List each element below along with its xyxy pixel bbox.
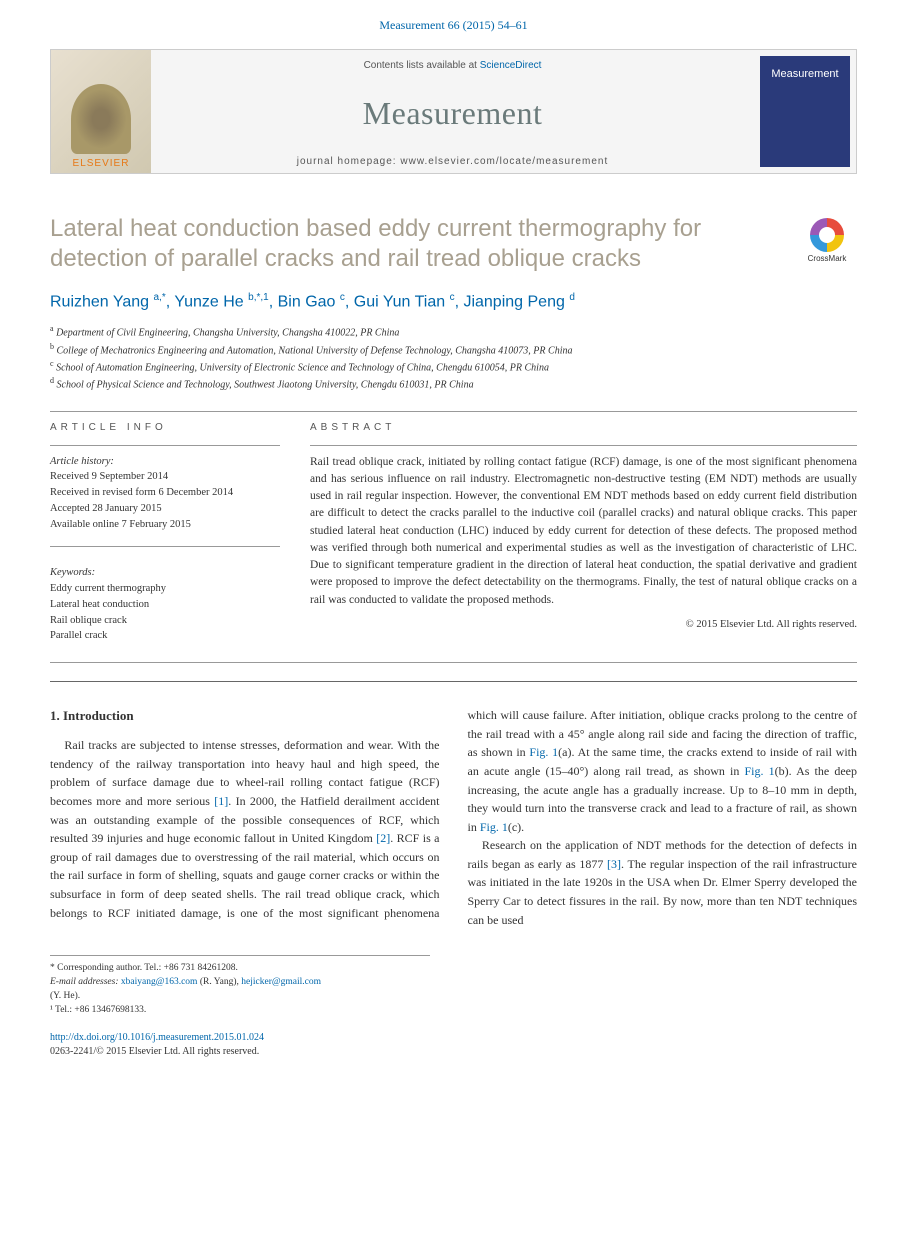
history-line: Received in revised form 6 December 2014 [50, 485, 280, 501]
journal-banner: ELSEVIER Contents lists available at Sci… [50, 49, 857, 174]
authors-line: Ruizhen Yang a,*, Yunze He b,*,1, Bin Ga… [50, 292, 857, 311]
abstract-text: Rail tread oblique crack, initiated by r… [310, 454, 857, 609]
email-who: (Y. He). [50, 990, 430, 1004]
email-link[interactable]: xbaiyang@163.com [121, 977, 198, 987]
journal-name: Measurement [363, 95, 543, 132]
ref-link[interactable]: [3] [607, 857, 621, 871]
affiliation-line: b College of Mechatronics Engineering an… [50, 341, 857, 358]
body-paragraph: Research on the application of NDT metho… [468, 836, 858, 929]
abstract-copyright: © 2015 Elsevier Ltd. All rights reserved… [310, 619, 857, 630]
article-history: Article history: Received 9 September 20… [50, 454, 280, 533]
affiliations: a Department of Civil Engineering, Chang… [50, 323, 857, 392]
banner-center: Contents lists available at ScienceDirec… [151, 50, 754, 173]
divider [50, 546, 280, 547]
divider [50, 662, 857, 663]
affiliation-line: d School of Physical Science and Technol… [50, 375, 857, 392]
history-line: Received 9 September 2014 [50, 469, 280, 485]
email-link[interactable]: hejicker@gmail.com [241, 977, 321, 987]
history-line: Available online 7 February 2015 [50, 517, 280, 533]
corresponding-note: * Corresponding author. Tel.: +86 731 84… [50, 962, 430, 976]
bottom-meta: http://dx.doi.org/10.1016/j.measurement.… [50, 1031, 857, 1059]
keywords-block: Keywords: Eddy current thermographyLater… [50, 565, 280, 644]
sciencedirect-link[interactable]: ScienceDirect [480, 60, 542, 71]
affiliation-line: c School of Automation Engineering, Univ… [50, 358, 857, 375]
affiliation-line: a Department of Civil Engineering, Chang… [50, 323, 857, 340]
article-body: 1. Introduction Rail tracks are subjecte… [50, 706, 857, 929]
email-line: E-mail addresses: xbaiyang@163.com (R. Y… [50, 976, 430, 990]
homepage-url[interactable]: www.elsevier.com/locate/measurement [400, 156, 608, 167]
homepage-line: journal homepage: www.elsevier.com/locat… [297, 156, 608, 167]
crossmark-badge[interactable]: CrossMark [797, 218, 857, 263]
tel-note: ¹ Tel.: +86 13467698133. [50, 1004, 430, 1018]
divider [50, 445, 280, 446]
elsevier-label: ELSEVIER [73, 158, 130, 169]
issn-copyright: 0263-2241/© 2015 Elsevier Ltd. All right… [50, 1045, 857, 1059]
figure-link[interactable]: Fig. 1 [529, 745, 558, 759]
divider [310, 445, 857, 446]
keyword-line: Rail oblique crack [50, 613, 280, 629]
article-info-label: ARTICLE INFO [50, 422, 280, 433]
ref-link[interactable]: [2] [376, 831, 390, 845]
figure-link[interactable]: Fig. 1 [480, 820, 508, 834]
elsevier-tree-icon [71, 84, 131, 154]
doi-link[interactable]: http://dx.doi.org/10.1016/j.measurement.… [50, 1032, 264, 1043]
history-line: Accepted 28 January 2015 [50, 501, 280, 517]
contents-line: Contents lists available at ScienceDirec… [364, 60, 542, 71]
article-title: Lateral heat conduction based eddy curre… [50, 214, 777, 274]
keyword-line: Eddy current thermography [50, 581, 280, 597]
citation-text: Measurement 66 (2015) 54–61 [379, 18, 527, 32]
section-heading: 1. Introduction [50, 706, 440, 726]
running-header: Measurement 66 (2015) 54–61 [0, 0, 907, 41]
abstract-label: ABSTRACT [310, 422, 857, 433]
keyword-line: Lateral heat conduction [50, 597, 280, 613]
journal-cover-thumb[interactable]: Measurement [760, 56, 850, 167]
footnotes: * Corresponding author. Tel.: +86 731 84… [50, 955, 430, 1017]
keyword-line: Parallel crack [50, 628, 280, 644]
elsevier-logo[interactable]: ELSEVIER [51, 50, 151, 173]
crossmark-icon [810, 218, 844, 252]
divider [50, 411, 857, 412]
figure-link[interactable]: Fig. 1 [745, 764, 775, 778]
ref-link[interactable]: [1] [214, 794, 228, 808]
thick-divider [50, 681, 857, 682]
